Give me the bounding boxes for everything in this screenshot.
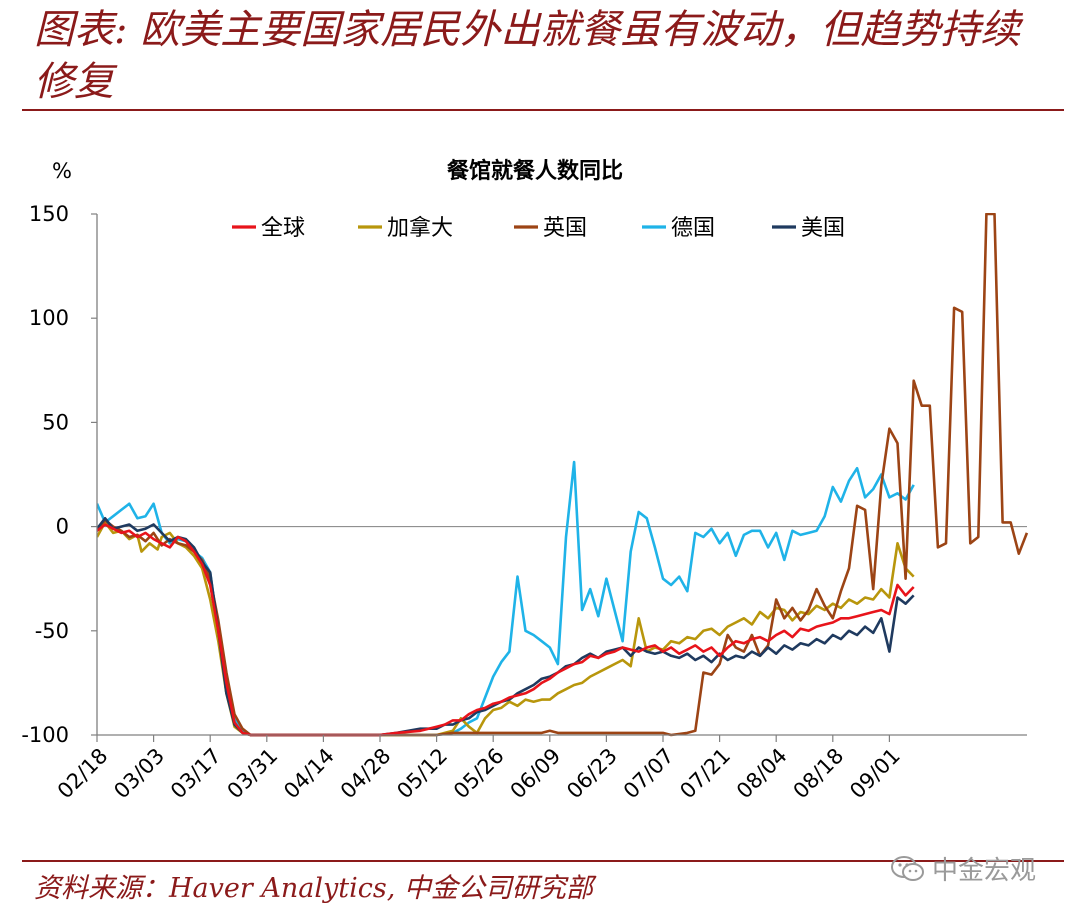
x-tick-label: 06/23 [562, 744, 622, 804]
series-line-germany [97, 460, 915, 737]
x-tick-label: 08/04 [732, 744, 792, 804]
x-tick-label: 03/31 [223, 744, 283, 804]
legend-label-canada: 加拿大 [387, 215, 453, 241]
title-divider [22, 109, 1064, 111]
y-tick-label: 0 [56, 515, 69, 539]
x-tick-label: 09/01 [845, 744, 905, 804]
x-tick-label: 03/17 [166, 744, 226, 804]
legend-label-germany: 德国 [671, 216, 715, 241]
legend-label-usa: 美国 [801, 216, 845, 241]
x-tick-label: 07/07 [619, 744, 679, 804]
x-tick-label: 06/09 [506, 744, 566, 804]
page-title: 图表: 欧美主要国家居民外出就餐虽有波动，但趋势持续修复 [34, 7, 1021, 105]
source-note: 资料来源：Haver Analytics, 中金公司研究部 [34, 873, 593, 904]
watermark: 中金宏观 [890, 850, 1036, 887]
x-tick-label: 07/21 [675, 744, 735, 804]
x-tick-label: 04/14 [279, 744, 339, 804]
series-line-global [97, 523, 915, 737]
y-tick-label: 150 [29, 202, 69, 226]
restaurant-dining-chart: 150 100 50 0 -50 -10002/1803/0303/1703/3104/1… [21, 158, 1029, 803]
legend-label-uk: 英国 [543, 216, 587, 241]
y-tick-label: -50 [35, 619, 69, 643]
x-tick-label: 08/18 [789, 744, 849, 804]
footer-divider [22, 860, 1064, 862]
x-tick-label: 04/28 [336, 744, 396, 804]
x-tick-label: 02/18 [53, 744, 113, 804]
series-layer [97, 213, 1029, 737]
x-tick-label: 05/26 [449, 744, 509, 804]
y-tick-label: 100 [29, 306, 69, 330]
y-axis-label: % [52, 159, 72, 183]
series-line-uk [97, 213, 1029, 737]
y-tick-label: -100 [21, 723, 69, 747]
legend: 全球 加拿大 英国 德国 美国 [232, 215, 845, 241]
x-tick-label: 05/12 [392, 744, 452, 804]
series-line-usa [97, 517, 915, 737]
legend-label-global: 全球 [261, 216, 305, 241]
watermark-text: 中金宏观 [932, 856, 1037, 886]
wechat-icon [891, 855, 924, 881]
y-tick-label: 50 [42, 410, 69, 434]
x-tick-label: 03/03 [109, 744, 169, 804]
axis-layer: 150 100 50 0 -50 -10002/1803/0303/1703/3104/1… [21, 202, 1027, 803]
chart-title: 餐馆就餐人数同比 [447, 158, 623, 184]
